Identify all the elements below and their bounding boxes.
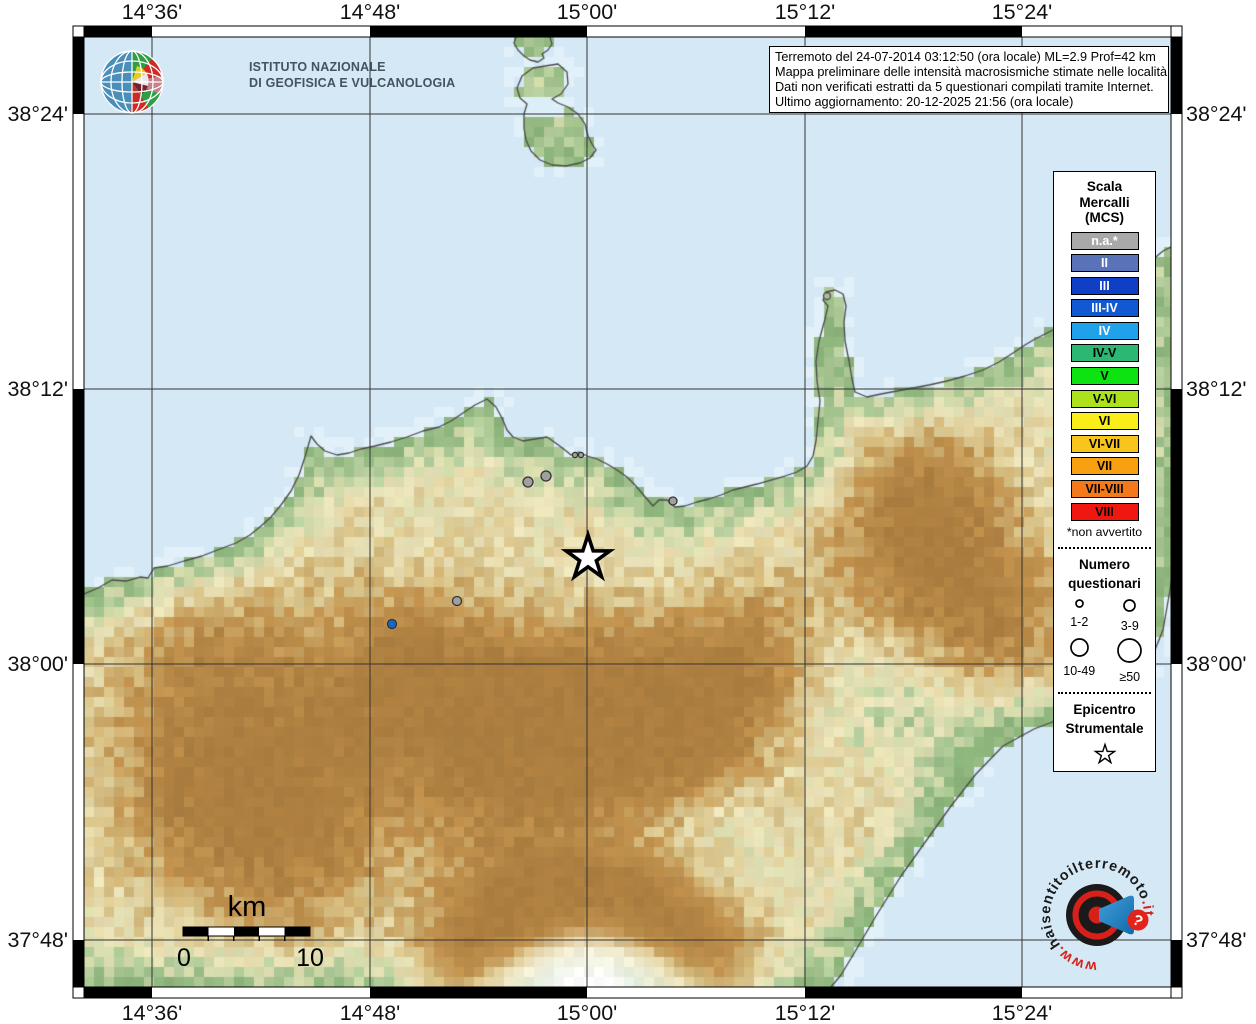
lat-tick-label-right: 38°12'	[1186, 377, 1247, 401]
info-line-map-type: Mappa preliminare delle intensità macros…	[775, 64, 1168, 79]
mcs-scale-box-V-VI: V-VI	[1070, 389, 1139, 408]
questionnaire-class-label: ≥50	[1119, 670, 1141, 685]
questionnaires-title-line: questionari	[1068, 576, 1141, 592]
mcs-scale-box-IV-V: IV-V	[1070, 344, 1139, 363]
lat-tick-label-left: 37°48'	[7, 928, 68, 952]
questionnaire-class-label: 1-2	[1070, 615, 1089, 630]
lat-tick-label-right: 38°00'	[1186, 652, 1247, 676]
lat-tick-label-right: 37°48'	[1186, 928, 1247, 952]
mcs-scale-box-III-IV: III-IV	[1070, 299, 1139, 318]
legend-title-line: Mercalli	[1079, 194, 1130, 210]
info-line-data-source: Dati non verificati estratti da 5 questi…	[775, 79, 1154, 94]
questionnaire-circle-icon	[1069, 638, 1089, 658]
legend-divider	[1058, 547, 1151, 550]
epicenter-legend-title: Epicentro Strumentale	[1054, 700, 1155, 738]
ingv-title-line1: ISTITUTO NAZIONALE	[249, 60, 386, 74]
questionnaire-class-3-9: 3-9	[1105, 597, 1156, 633]
questionnaires-title-line: Numero	[1078, 557, 1130, 573]
lon-tick-label-top: 15°12'	[774, 0, 836, 24]
legend-star-icon	[1092, 742, 1117, 765]
lon-tick-label-top: 15°24'	[991, 0, 1053, 24]
questionnaire-circle-icon	[1074, 599, 1084, 609]
epicenter-title-line: Epicentro	[1073, 702, 1136, 718]
info-line-event: Terremoto del 24-07-2014 03:12:50 (ora l…	[775, 50, 1156, 64]
mcs-scale-box-IV: IV	[1070, 321, 1139, 340]
mcs-scale-list: n.a.* II III III-IV IV IV-V V V-VI VI VI-VII VII VI…	[1054, 231, 1155, 521]
legend-title-line: Scala	[1086, 179, 1123, 194]
lon-tick-label-bottom: 14°48'	[339, 1001, 401, 1024]
lon-tick-label-top: 14°36'	[121, 0, 183, 24]
lat-tick-label-left: 38°00'	[7, 652, 68, 676]
mcs-scale-box-VII: VII	[1070, 457, 1139, 476]
mcs-scale-box-VI-VII: VI-VII	[1070, 434, 1139, 453]
lat-tick-label-left: 38°24'	[7, 102, 68, 126]
questionnaire-class-≥50: ≥50	[1105, 636, 1156, 684]
legend-divider	[1058, 692, 1151, 695]
lon-tick-label-bottom: 15°12'	[774, 1001, 836, 1024]
questionnaire-class-10-49: 10-49	[1054, 636, 1105, 684]
epicenter-title-line: Strumentale	[1065, 721, 1144, 737]
legend-title: Scala Mercalli (MCS)	[1054, 172, 1155, 226]
questionnaire-class-1-2: 1-2	[1054, 597, 1105, 633]
epicenter-legend-symbol	[1054, 742, 1155, 771]
lat-tick-label-left: 38°12'	[7, 377, 68, 401]
legend-footnote: *non avvertito	[1066, 525, 1143, 540]
mcs-scale-box-V: V	[1070, 367, 1139, 386]
mcs-scale-box-VIII: VIII	[1070, 502, 1139, 521]
legend-title-line: (MCS)	[1085, 210, 1124, 225]
lon-tick-label-top: 15°00'	[556, 0, 618, 24]
questionnaires-title: Numero questionari	[1054, 555, 1155, 593]
questionnaire-classes: 1-2 3-9 10-49 ≥50	[1054, 597, 1155, 684]
legend-panel: Scala Mercalli (MCS) n.a.* II III III-IV IV I…	[1053, 171, 1156, 772]
lon-tick-label-bottom: 15°24'	[991, 1001, 1053, 1024]
questionnaire-class-label: 3-9	[1120, 619, 1139, 634]
earthquake-info-box: Terremoto del 24-07-2014 03:12:50 (ora l…	[769, 46, 1169, 113]
info-line-updated: Ultimo aggiornamento: 20-12-2025 21:56 (…	[775, 94, 1074, 109]
questionnaire-circle-icon	[1117, 638, 1143, 664]
ingv-logo-text: ISTITUTO NAZIONALE DI GEOFISICA E VULCAN…	[237, 60, 455, 91]
mcs-scale-box-II: II	[1070, 254, 1139, 273]
mcs-scale-box-III: III	[1070, 276, 1139, 295]
lon-tick-label-bottom: 15°00'	[556, 1001, 618, 1024]
lat-tick-label-right: 38°24'	[1186, 102, 1247, 126]
questionnaire-circle-icon	[1123, 599, 1137, 613]
lon-tick-label-bottom: 14°36'	[121, 1001, 183, 1024]
mcs-scale-box-VII-VIII: VII-VIII	[1070, 480, 1139, 499]
mcs-scale-box-VI: VI	[1070, 412, 1139, 431]
questionnaire-class-label: 10-49	[1063, 664, 1096, 679]
lon-tick-label-top: 14°48'	[339, 0, 401, 24]
ingv-title-line2: DI GEOFISICA E VULCANOLOGIA	[249, 75, 456, 90]
mcs-scale-box-n.a.*: n.a.*	[1070, 231, 1139, 250]
